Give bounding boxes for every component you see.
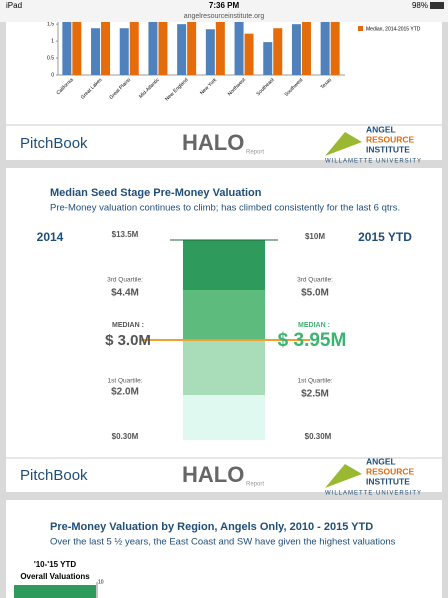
tick-label: 10 <box>98 579 104 585</box>
segment <box>183 395 265 440</box>
q1: $2.5M <box>301 389 329 400</box>
min: $0.30M <box>112 432 139 441</box>
segment <box>183 290 265 340</box>
min: $0.30M <box>305 432 332 441</box>
logo-ari: ANGEL <box>366 456 396 466</box>
q1-label: 1st Quartile: <box>297 378 332 385</box>
year: 2015 YTD <box>358 230 412 244</box>
panel-title: '10-'15 YTD <box>34 560 77 569</box>
median-label: MEDIAN : <box>298 322 330 329</box>
logo-halo-sub: Report <box>246 482 264 488</box>
chart: 0 0.5 1 1.5 <box>47 21 345 78</box>
median: $ 3.95M <box>278 330 347 351</box>
bar <box>263 42 273 75</box>
logo-pitchbook: PitchBook <box>20 135 88 152</box>
y-tick-label: 0.5 <box>47 55 54 61</box>
q3: $4.4M <box>111 288 139 299</box>
logo-ari: INSTITUTE <box>366 476 410 486</box>
bar <box>301 22 311 75</box>
logo-ari: RESOURCE <box>366 134 415 144</box>
slide-subtitle: Pre-Money valuation continues to climb; … <box>50 203 400 214</box>
max: $10M <box>305 232 325 241</box>
logo-university: WILLAMETTE UNIVERSITY <box>325 159 422 165</box>
bar <box>62 22 72 75</box>
max: $13.5M <box>112 230 139 239</box>
q3-label: 3rd Quartile: <box>107 277 143 284</box>
bar <box>320 22 330 75</box>
bar <box>330 22 340 75</box>
battery-icon <box>430 2 444 9</box>
battery: 98% <box>412 1 428 10</box>
bar <box>291 24 301 76</box>
bar <box>273 28 283 75</box>
q3-label: 3rd Quartile: <box>297 277 333 284</box>
bar <box>177 24 187 76</box>
logo-ari-icon <box>325 132 362 156</box>
logo-ari: RESOURCE <box>366 466 415 476</box>
device: iPad <box>6 1 22 10</box>
bar <box>158 22 168 75</box>
logo-halo: HALO <box>182 462 244 487</box>
segment <box>183 340 265 395</box>
slide <box>6 500 442 598</box>
panel-title: Overall Valuations <box>20 572 90 581</box>
y-tick-label: 1.5 <box>47 21 54 27</box>
bar <box>187 22 197 75</box>
bar <box>148 22 158 75</box>
q3: $5.0M <box>301 288 329 299</box>
bar <box>129 22 139 75</box>
bar <box>119 28 129 75</box>
y-tick-label: 1 <box>51 38 54 44</box>
bar <box>91 28 101 75</box>
bar <box>215 22 225 75</box>
q1-label: 1st Quartile: <box>107 378 142 385</box>
segment <box>183 240 265 290</box>
url[interactable]: angelresourceinstitute.org <box>184 13 265 20</box>
logo-ari-icon <box>325 464 362 488</box>
year: 2014 <box>37 230 64 244</box>
bar <box>14 585 96 598</box>
median: $ 3.0M <box>105 332 151 349</box>
bar <box>101 22 111 75</box>
logo-university: WILLAMETTE UNIVERSITY <box>325 491 422 497</box>
legend-swatch <box>358 26 363 31</box>
legend-label: Median, 2014-2015 YTD <box>366 26 421 32</box>
time: 7:36 PM <box>209 1 240 10</box>
bar <box>205 29 215 75</box>
slide-subtitle: Over the last 5 ½ years, the East Coast … <box>50 537 396 548</box>
logo-halo-sub: Report <box>246 150 264 156</box>
status-bar <box>0 0 448 22</box>
bar <box>72 22 82 75</box>
logo-halo: HALO <box>182 130 244 155</box>
slide-title: Pre-Money Valuation by Region, Angels On… <box>50 521 373 533</box>
logo-ari: ANGEL <box>366 124 396 134</box>
y-tick-label: 0 <box>51 72 54 78</box>
q1: $2.0M <box>111 387 139 398</box>
slide-title: Median Seed Stage Pre-Money Valuation <box>50 187 262 199</box>
logo-ari: INSTITUTE <box>366 144 410 154</box>
median-label: MEDIAN : <box>112 322 144 329</box>
bar <box>244 33 254 75</box>
logo-pitchbook: PitchBook <box>20 467 88 484</box>
bar <box>234 22 244 75</box>
